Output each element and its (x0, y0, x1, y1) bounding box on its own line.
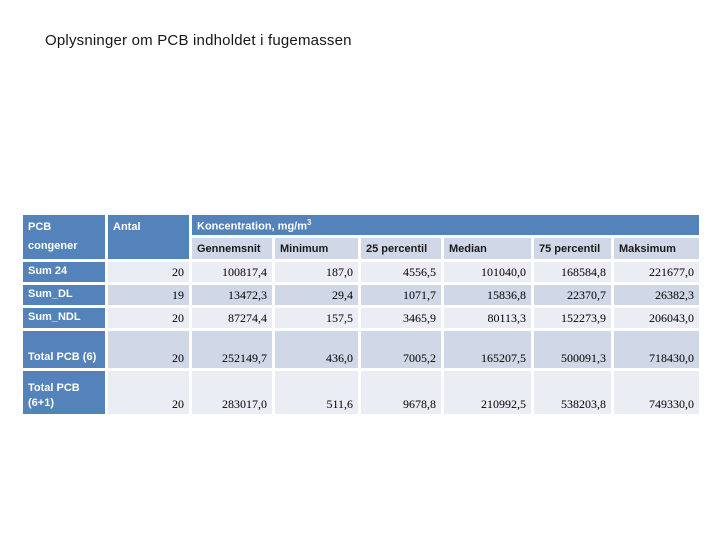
value-cell: 80113,3 (444, 308, 531, 328)
value-cell: 7005,2 (361, 331, 441, 368)
table-row-total-pcb-6: Total PCB (6) 20 252149,7 436,0 7005,2 1… (23, 331, 699, 368)
sub-header-row: Gennemsnit Minimum 25 percentil Median 7… (23, 238, 699, 259)
sub-header-median: Median (444, 238, 531, 259)
value-cell: 511,6 (275, 371, 358, 414)
value-cell: 500091,3 (534, 331, 611, 368)
sub-header-75-percentil: 75 percentil (534, 238, 611, 259)
sub-header-minimum: Minimum (275, 238, 358, 259)
value-cell: 283017,0 (192, 371, 272, 414)
value-cell: 29,4 (275, 285, 358, 305)
value-cell: 4556,5 (361, 262, 441, 282)
value-cell: 157,5 (275, 308, 358, 328)
page-title: Oplysninger om PCB indholdet i fugemasse… (45, 32, 352, 49)
col-header-antal: Antal (108, 215, 189, 259)
value-cell: 26382,3 (614, 285, 699, 305)
value-cell: 1071,7 (361, 285, 441, 305)
value-cell: 252149,7 (192, 331, 272, 368)
row-label: Sum_DL (23, 285, 105, 305)
sub-header-gennemsnit: Gennemsnit (192, 238, 272, 259)
value-cell: 9678,8 (361, 371, 441, 414)
row-label: Total PCB (6) (23, 331, 105, 368)
row-label: Total PCB (6+1) (23, 371, 105, 414)
value-cell: 718430,0 (614, 331, 699, 368)
value-cell: 3465,9 (361, 308, 441, 328)
value-cell: 22370,7 (534, 285, 611, 305)
table-row-total-pcb-6-1: Total PCB (6+1) 20 283017,0 511,6 9678,8… (23, 371, 699, 414)
value-cell: 210992,5 (444, 371, 531, 414)
antal-cell: 20 (108, 262, 189, 282)
row-label: Sum 24 (23, 262, 105, 282)
table-row-sum-24: Sum 24 20 100817,4 187,0 4556,5 101040,0… (23, 262, 699, 282)
antal-cell: 20 (108, 308, 189, 328)
table-row-sum-dl: Sum_DL 19 13472,3 29,4 1071,7 15836,8 22… (23, 285, 699, 305)
value-cell: 100817,4 (192, 262, 272, 282)
value-cell: 168584,8 (534, 262, 611, 282)
value-cell: 152273,9 (534, 308, 611, 328)
table-row-sum-ndl: Sum_NDL 20 87274,4 157,5 3465,9 80113,3 … (23, 308, 699, 328)
pcb-data-table: PCB congener Antal Koncentration, mg/m3 … (20, 212, 702, 417)
value-cell: 165207,5 (444, 331, 531, 368)
value-cell: 749330,0 (614, 371, 699, 414)
group-header-superscript: 3 (307, 217, 312, 227)
group-header-koncentration: Koncentration, mg/m3 (192, 215, 699, 235)
value-cell: 15836,8 (444, 285, 531, 305)
sub-header-maksimum: Maksimum (614, 238, 699, 259)
value-cell: 206043,0 (614, 308, 699, 328)
group-header-text: Koncentration, mg/m (197, 220, 308, 233)
pcb-table-container: PCB congener Antal Koncentration, mg/m3 … (20, 212, 702, 417)
value-cell: 13472,3 (192, 285, 272, 305)
antal-cell: 20 (108, 331, 189, 368)
row-label: Sum_NDL (23, 308, 105, 328)
col-header-pcb-congener: PCB congener (23, 215, 105, 259)
value-cell: 221677,0 (614, 262, 699, 282)
value-cell: 187,0 (275, 262, 358, 282)
antal-cell: 20 (108, 371, 189, 414)
sub-header-25-percentil: 25 percentil (361, 238, 441, 259)
antal-cell: 19 (108, 285, 189, 305)
value-cell: 538203,8 (534, 371, 611, 414)
header-row: PCB congener Antal Koncentration, mg/m3 (23, 215, 699, 259)
value-cell: 87274,4 (192, 308, 272, 328)
value-cell: 101040,0 (444, 262, 531, 282)
value-cell: 436,0 (275, 331, 358, 368)
